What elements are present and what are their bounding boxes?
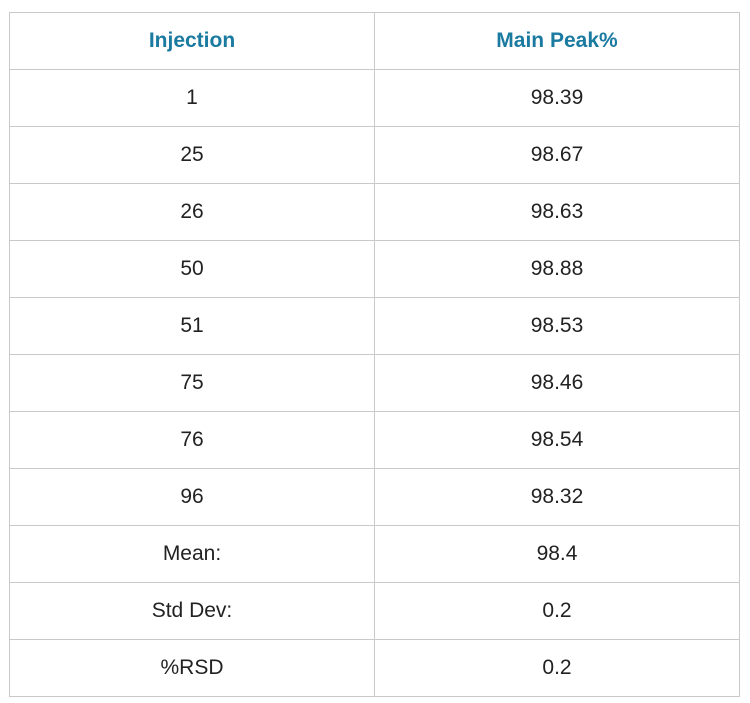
cell-main-peak: 98.67 [374,126,740,184]
table-row: 26 98.63 [9,183,740,241]
table-row: 96 98.32 [9,468,740,526]
cell-injection: 1 [9,69,375,127]
table-row: 51 98.53 [9,297,740,355]
cell-injection: 76 [9,411,375,469]
summary-row-rsd: %RSD 0.2 [9,639,740,697]
table-row: 50 98.88 [9,240,740,298]
cell-main-peak: 98.32 [374,468,740,526]
cell-main-peak: 98.39 [374,69,740,127]
summary-label: %RSD [9,639,375,697]
table-row: 1 98.39 [9,69,740,127]
summary-label: Std Dev: [9,582,375,640]
summary-value: 98.4 [374,525,740,583]
cell-main-peak: 98.54 [374,411,740,469]
cell-injection: 26 [9,183,375,241]
table-body: 1 98.39 25 98.67 26 98.63 50 98.88 51 98… [9,69,740,697]
cell-injection: 51 [9,297,375,355]
table-row: 25 98.67 [9,126,740,184]
table-header: Injection Main Peak% [9,12,740,70]
header-injection: Injection [9,12,375,70]
results-table-container: Injection Main Peak% 1 98.39 25 98.67 26… [9,12,740,697]
cell-injection: 25 [9,126,375,184]
summary-value: 0.2 [374,582,740,640]
summary-value: 0.2 [374,639,740,697]
cell-main-peak: 98.63 [374,183,740,241]
header-row: Injection Main Peak% [9,12,740,70]
cell-main-peak: 98.53 [374,297,740,355]
table-row: 76 98.54 [9,411,740,469]
cell-main-peak: 98.88 [374,240,740,298]
summary-label: Mean: [9,525,375,583]
cell-main-peak: 98.46 [374,354,740,412]
main-peak-table: Injection Main Peak% 1 98.39 25 98.67 26… [9,12,740,697]
table-row: 75 98.46 [9,354,740,412]
cell-injection: 75 [9,354,375,412]
summary-row-mean: Mean: 98.4 [9,525,740,583]
header-main-peak: Main Peak% [374,12,740,70]
cell-injection: 96 [9,468,375,526]
summary-row-std-dev: Std Dev: 0.2 [9,582,740,640]
cell-injection: 50 [9,240,375,298]
